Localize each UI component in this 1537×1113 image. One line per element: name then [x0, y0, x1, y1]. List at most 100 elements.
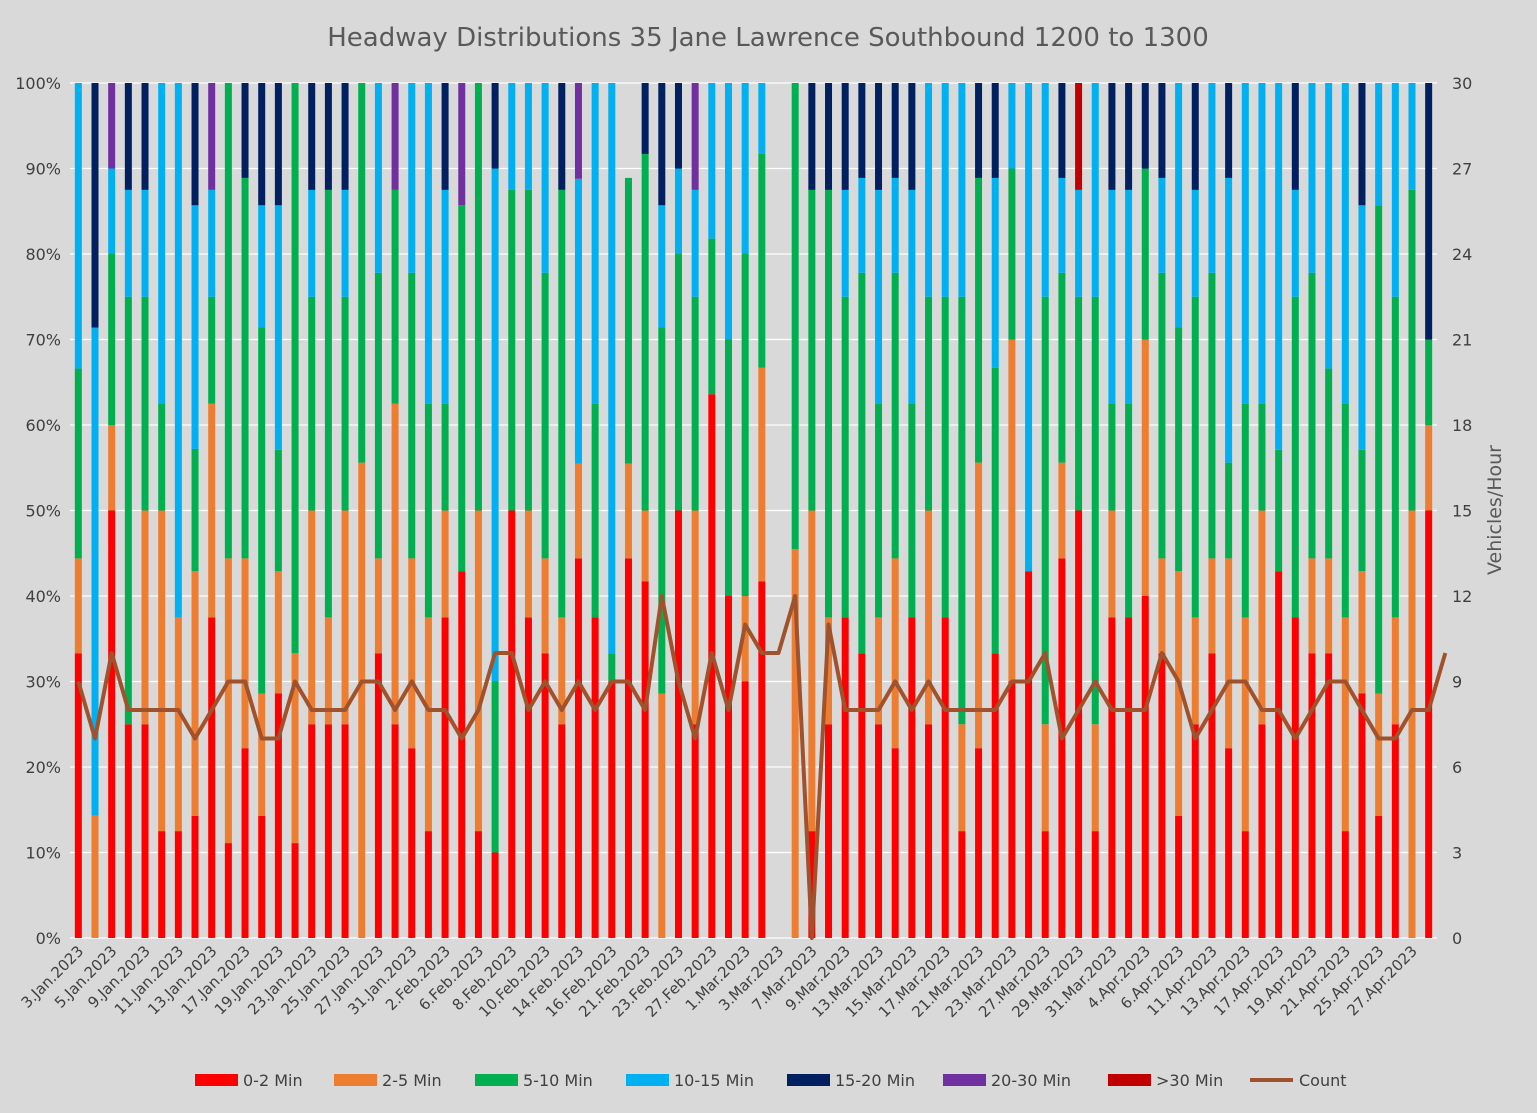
bar-segment — [574, 463, 582, 559]
bar-stack — [1175, 83, 1183, 938]
bar-segment — [1391, 296, 1399, 618]
bar-segment — [1291, 296, 1299, 618]
bar-stack — [1391, 83, 1399, 938]
bar-segment — [1358, 83, 1366, 206]
bar-stack — [791, 83, 799, 938]
bar-segment — [1308, 653, 1316, 938]
bar-segment — [891, 558, 899, 749]
bar-segment — [124, 724, 132, 938]
bar-stack — [308, 83, 316, 938]
legend-label: 2-5 Min — [382, 1071, 442, 1090]
bar-segment — [658, 327, 666, 694]
bar-segment — [708, 83, 716, 239]
bar-segment — [441, 510, 449, 618]
bar-segment — [1175, 83, 1183, 328]
bar-segment — [1425, 83, 1433, 340]
bar-segment — [758, 153, 766, 368]
bar-segment — [858, 177, 866, 273]
bar-segment — [91, 815, 99, 938]
bar-stack — [1008, 83, 1016, 938]
bar-segment — [1358, 449, 1366, 572]
bar-segment — [624, 558, 632, 938]
bar-segment — [1058, 462, 1066, 559]
bar-segment — [674, 168, 682, 254]
bar-stack — [1275, 83, 1283, 938]
bar-segment — [1141, 339, 1149, 596]
legend-swatch — [626, 1074, 669, 1086]
bar-stack — [1058, 83, 1066, 938]
bar-stack — [74, 83, 82, 938]
bar-stack — [891, 83, 899, 938]
bar-segment — [241, 177, 249, 559]
bar-stack — [1241, 83, 1249, 939]
bar-stack — [641, 83, 649, 938]
legend: 0-2 Min 2-5 Min 5-10 Min 10-15 Min 15-20 Min… — [195, 1071, 1347, 1090]
bar-segment — [875, 403, 883, 618]
bar-segment — [274, 205, 282, 450]
bar-segment — [1208, 272, 1216, 559]
bar-segment — [825, 724, 833, 938]
bar-segment — [491, 168, 499, 682]
bar-segment — [241, 748, 249, 938]
bar-segment — [608, 83, 616, 654]
bar-segment — [1091, 83, 1099, 297]
bar-segment — [724, 596, 732, 938]
bar-segment — [241, 83, 249, 178]
bar-segment — [1241, 617, 1249, 832]
count-line — [76, 594, 1448, 940]
bar-segment — [674, 254, 682, 511]
bar-segment — [408, 558, 416, 749]
bar-segment — [458, 205, 466, 572]
bar-segment — [574, 558, 582, 938]
bar-segment — [991, 83, 999, 178]
bar-segment — [1225, 748, 1233, 938]
bar-segment — [141, 510, 149, 725]
bar-stack — [708, 83, 716, 939]
bar-segment — [191, 815, 199, 938]
bar-segment — [591, 403, 599, 618]
bar-stack — [558, 83, 566, 938]
bar-segment — [424, 403, 432, 618]
bar-stack — [958, 83, 966, 939]
bar-segment — [558, 617, 566, 725]
bar-segment — [1208, 653, 1216, 938]
y-axis-ticks: 0% 10% 20% 30% 40% 50% 60% 70% 80% 90% 100% — [15, 74, 61, 948]
bar-stack — [858, 83, 866, 938]
bar-segment — [308, 296, 316, 511]
bar-segment — [841, 296, 849, 618]
y-tick-label: 90% — [25, 160, 61, 179]
bar-segment — [1191, 296, 1199, 618]
y-tick-label: 100% — [15, 74, 61, 93]
bar-segment — [941, 296, 949, 618]
bar-stack — [758, 83, 766, 938]
bar-segment — [741, 596, 749, 682]
bar-segment — [1058, 177, 1066, 273]
bar-segment — [558, 189, 566, 618]
bar-segment — [658, 205, 666, 328]
bar-segment — [474, 831, 482, 939]
bar-segment — [908, 83, 916, 190]
bar-segment — [724, 339, 732, 596]
bar-segment — [208, 83, 216, 190]
bar-segment — [1258, 724, 1266, 938]
count-line-layer — [76, 594, 1448, 940]
bar-segment — [1191, 724, 1199, 938]
bar-stack — [1375, 83, 1383, 938]
bar-segment — [858, 272, 866, 654]
bar-segment — [1091, 831, 1099, 939]
bar-segment — [1325, 653, 1333, 938]
bar-stack — [374, 83, 382, 938]
bar-segment — [841, 83, 849, 190]
bar-segment — [875, 189, 883, 404]
bar-segment — [1158, 83, 1166, 178]
bar-segment — [674, 510, 682, 938]
bar-segment — [541, 272, 549, 559]
bar-segment — [624, 177, 632, 464]
bar-segment — [541, 83, 549, 273]
bar-segment — [408, 272, 416, 559]
bar-segment — [1408, 83, 1416, 190]
bar-stack — [1341, 83, 1349, 939]
bar-segment — [141, 724, 149, 938]
bar-stack — [408, 83, 416, 938]
bar-segment — [391, 403, 399, 725]
